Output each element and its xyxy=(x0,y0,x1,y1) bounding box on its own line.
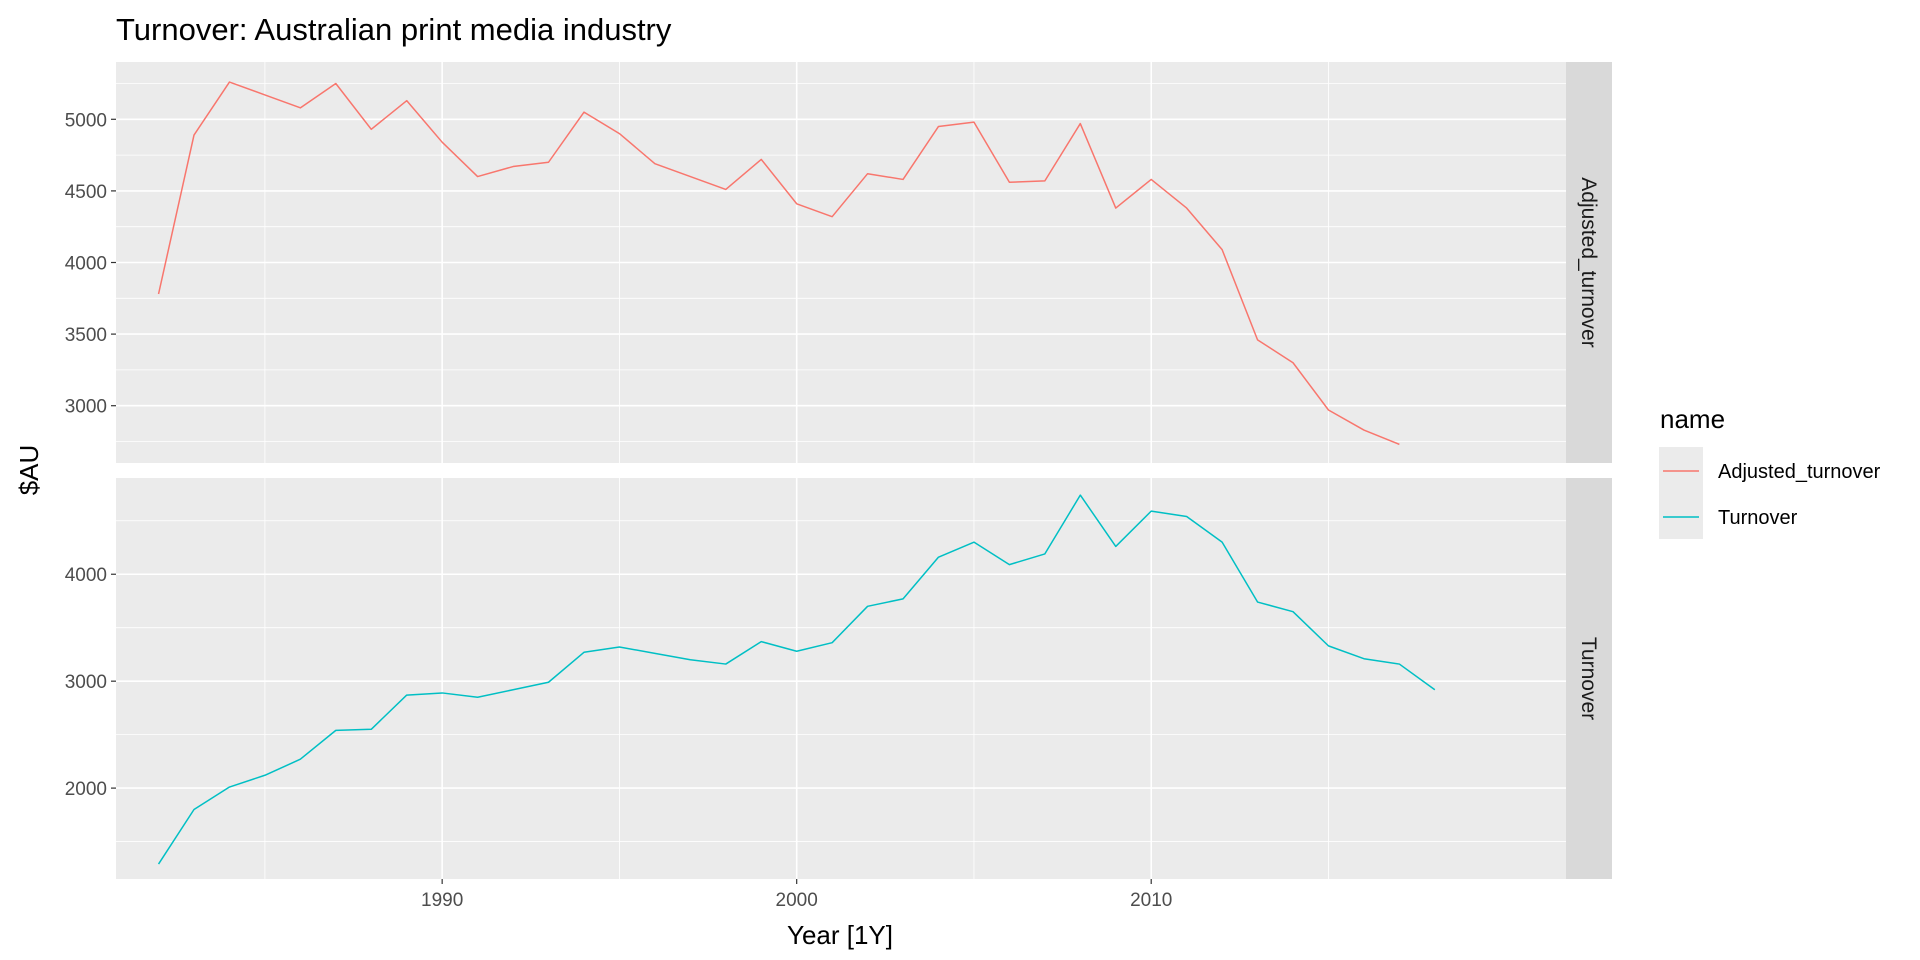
x-axis-title: Year [1Y] xyxy=(787,920,893,950)
panel-adjusted-turnover: 3000 3500 4000 4500 5000 Adjusted_turnover xyxy=(65,62,1612,463)
facet-strip xyxy=(1566,62,1612,463)
legend-key-background xyxy=(1659,447,1703,539)
y-tick-label: 2000 xyxy=(65,779,107,800)
x-axis: 1990 2000 2010 xyxy=(421,879,1172,911)
y-axis-title: $AU xyxy=(14,445,44,496)
y-tick-label: 3000 xyxy=(65,397,107,418)
y-tick-label: 4000 xyxy=(65,254,107,275)
x-tick-label: 1990 xyxy=(421,890,463,911)
x-tick-label: 2010 xyxy=(1130,890,1172,911)
series-line-adjusted-turnover xyxy=(157,81,1400,446)
facet-strip-label: Adjusted_turnover xyxy=(1577,177,1600,347)
legend-label-turnover: Turnover xyxy=(1718,507,1798,529)
y-tick-label: 4500 xyxy=(65,182,107,203)
y-tick-label: 4000 xyxy=(65,565,107,586)
y-tick-label: 5000 xyxy=(65,110,107,131)
legend-label-adjusted-turnover: Adjusted_turnover xyxy=(1718,461,1881,483)
facet-strip xyxy=(1566,478,1612,879)
legend-title: name xyxy=(1660,404,1725,434)
legend: name Adjusted_turnover Turnover xyxy=(1659,404,1881,539)
y-tick-label: 3500 xyxy=(65,325,107,346)
y-tick-label: 3000 xyxy=(65,672,107,693)
chart-title: Turnover: Australian print media industr… xyxy=(116,12,672,47)
panel-background xyxy=(116,478,1566,879)
panel-turnover: 2000 3000 4000 Turnover xyxy=(65,478,1612,879)
x-tick-label: 2000 xyxy=(776,890,818,911)
facet-strip-label: Turnover xyxy=(1577,637,1600,720)
